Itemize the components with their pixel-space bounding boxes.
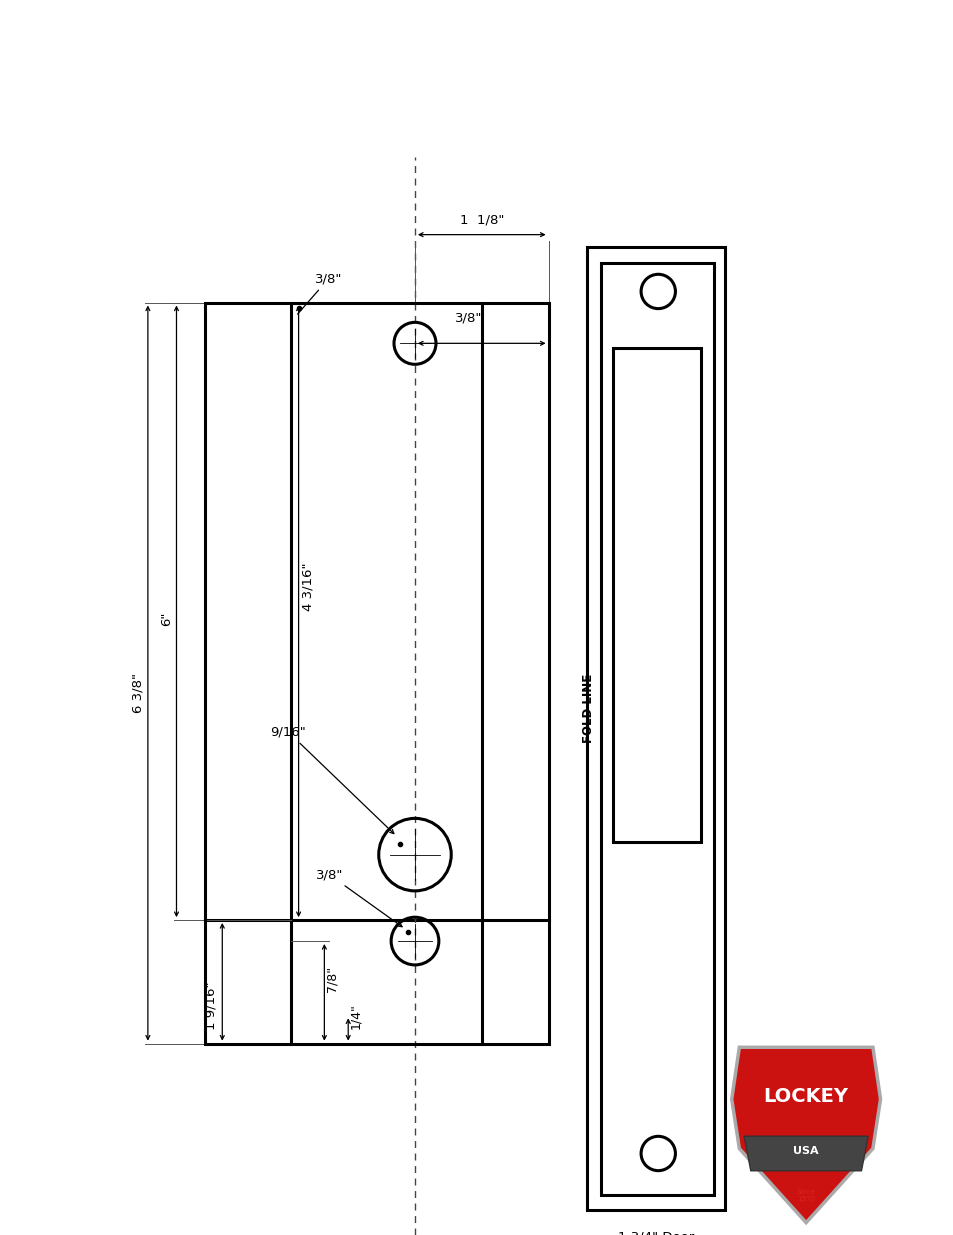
Bar [586, 247, 724, 1210]
Text: 1 3/4" Door: 1 3/4" Door [618, 1231, 693, 1235]
Polygon shape [743, 1136, 867, 1171]
Text: 1 9/16": 1 9/16" [204, 982, 217, 1030]
Text: USA: USA [793, 1146, 818, 1156]
Polygon shape [731, 1047, 880, 1223]
Bar [600, 263, 713, 1195]
Bar [613, 348, 700, 842]
Text: 3/8": 3/8" [455, 311, 481, 325]
Text: 6 3/8": 6 3/8" [132, 673, 145, 713]
Text: 4 3/16": 4 3/16" [301, 563, 314, 611]
Text: 3/8": 3/8" [297, 272, 342, 314]
Text: LOCKEY: LOCKEY [762, 1087, 848, 1107]
Text: 6": 6" [160, 611, 173, 626]
Text: 1  1/8": 1 1/8" [459, 214, 503, 226]
Text: 3/8": 3/8" [315, 868, 401, 926]
Text: FOLD LINE: FOLD LINE [581, 673, 595, 743]
Bar [205, 303, 548, 1044]
Text: Since
1970: Since 1970 [796, 1189, 815, 1202]
Text: 7/8": 7/8" [325, 966, 338, 993]
Text: 9/16": 9/16" [271, 726, 394, 834]
Text: 1/4": 1/4" [349, 1004, 362, 1030]
